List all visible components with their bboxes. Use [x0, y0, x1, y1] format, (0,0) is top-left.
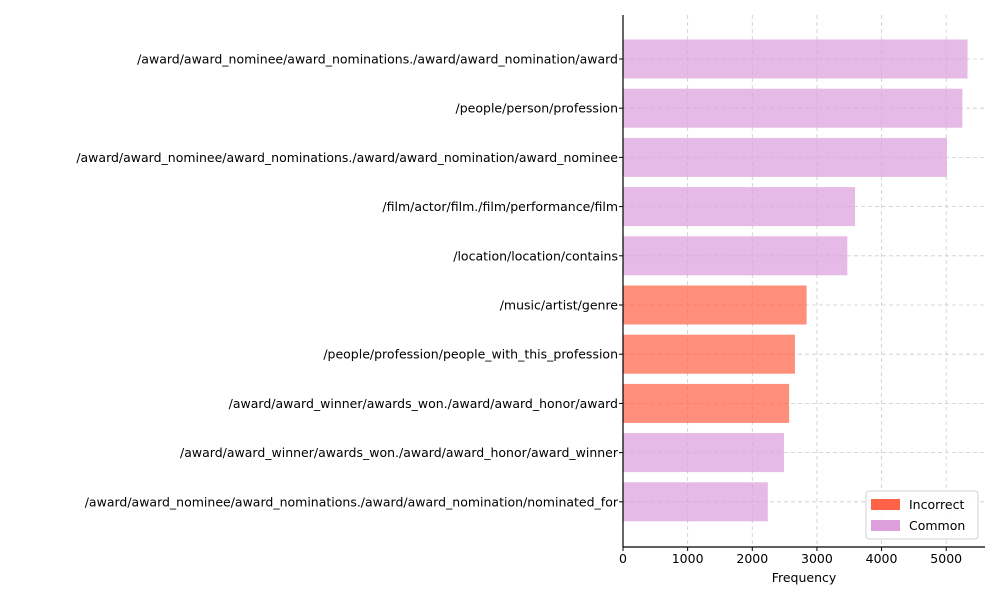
bar-4	[623, 236, 848, 276]
legend-swatch-0	[871, 499, 900, 510]
bar-2	[623, 137, 947, 177]
x-tick-label-2: 2000	[736, 551, 768, 566]
axes: 0 1000 2000 3000 4000 5000	[619, 15, 985, 566]
category-label-4: /location/location/contains	[453, 248, 618, 263]
bar-0	[623, 39, 968, 79]
bar-1	[623, 88, 963, 128]
category-label-3: /film/actor/film./film/performance/film	[382, 199, 618, 214]
bar-7	[623, 383, 790, 423]
legend-label-1: Common	[909, 518, 965, 533]
x-tick-label-5: 5000	[930, 551, 962, 566]
bar-9	[623, 482, 768, 522]
category-label-9: /award/award_nominee/award_nominations./…	[85, 494, 619, 509]
legend: Incorrect Common	[865, 490, 979, 540]
category-label-2: /award/award_nominee/award_nominations./…	[76, 150, 618, 165]
legend-label-0: Incorrect	[909, 497, 964, 512]
bar-6	[623, 334, 795, 374]
bar-3	[623, 187, 856, 227]
category-label-8: /award/award_winner/awards_won./award/aw…	[180, 445, 619, 460]
x-tick-label-3: 3000	[801, 551, 833, 566]
x-tick-label-4: 4000	[866, 551, 898, 566]
x-tick-label-0: 0	[619, 551, 627, 566]
bar-5	[623, 285, 807, 325]
x-axis-title: Frequency	[772, 570, 837, 585]
x-tick-label-1: 1000	[672, 551, 704, 566]
category-label-1: /people/person/profession	[456, 101, 618, 116]
bar-8	[623, 433, 784, 473]
category-label-7: /award/award_winner/awards_won./award/aw…	[229, 396, 618, 411]
bars	[623, 39, 968, 522]
category-label-0: /award/award_nominee/award_nominations./…	[137, 52, 618, 67]
legend-swatch-1	[871, 520, 900, 531]
category-label-6: /people/profession/people_with_this_prof…	[323, 347, 618, 362]
category-labels: /award/award_nominee/award_nominations./…	[76, 52, 619, 510]
category-label-5: /music/artist/genre	[500, 298, 619, 313]
